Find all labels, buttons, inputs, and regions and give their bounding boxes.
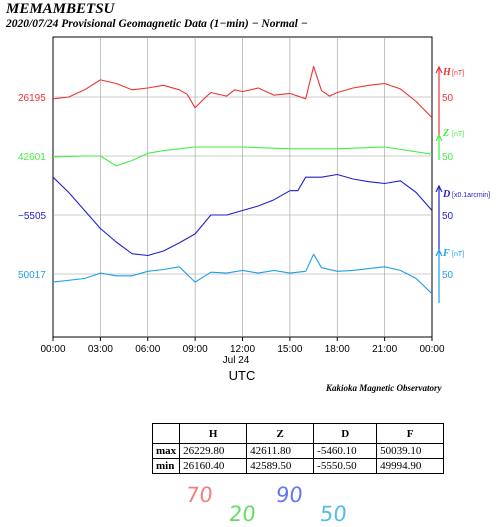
chart-subtitle: 2020/07/24 Provisional Geomagnetic Data …	[6, 18, 308, 30]
stats-header-f: F	[376, 423, 445, 444]
handwritten-20: 20	[227, 502, 257, 526]
scale-arrow-icon	[435, 133, 443, 142]
baseline-label-f: 50017	[18, 270, 46, 281]
date-label: Jul 24	[223, 355, 250, 366]
x-tick-label: 21:00	[372, 344, 397, 355]
series-unit-d: [x0.1arcmin]	[452, 192, 490, 199]
series-line-z	[52, 146, 433, 167]
x-tick-label: 03:00	[88, 344, 113, 355]
stats-cell: 50039.10	[376, 443, 445, 459]
x-axis: 00:00 03:00 06:00 09:00 12:00 15:00 18:00 21:00…	[40, 337, 445, 355]
scale-label-h: 50	[442, 93, 454, 104]
stats-cell: 42589.50	[246, 458, 315, 474]
stats-cell: 26160.40	[179, 458, 248, 474]
stats-row-min: min 26160.40 42589.50 -5550.50 49994.90	[151, 458, 445, 474]
series-name-d: D	[442, 189, 450, 200]
x-tick-label: 09:00	[183, 344, 208, 355]
traces	[52, 65, 433, 295]
x-tick-label: 00:00	[40, 344, 65, 355]
stats-cell: 49994.90	[376, 458, 445, 474]
series-unit-f: [nT]	[452, 251, 464, 258]
handwritten-50: 50	[318, 502, 348, 526]
stats-header-blank	[151, 423, 181, 444]
series-name-h: H	[442, 67, 452, 78]
right-scale-axis: H [nT]50Z [nT]50D [x0.1arcmin]50F [nT]50	[435, 65, 490, 303]
series-name-z: Z	[442, 128, 449, 139]
scale-label-d: 50	[442, 211, 454, 222]
x-axis-title: UTC	[229, 368, 256, 383]
series-line-h	[52, 65, 433, 119]
series-line-f	[52, 253, 433, 295]
stats-row-label: max	[151, 443, 181, 459]
x-tick-label: 18:00	[325, 344, 350, 355]
series-line-d	[52, 173, 433, 257]
baseline-label-h: 26195	[18, 93, 46, 104]
stats-cell: 26229.80	[179, 443, 248, 459]
stats-row-label: min	[151, 458, 181, 474]
geomagnetic-chart: 00:00 03:00 06:00 09:00 12:00 15:00 18:00 21:00…	[18, 36, 490, 383]
x-tick-label: 06:00	[135, 344, 160, 355]
stats-cell: 42611.80	[246, 443, 315, 459]
grid	[53, 37, 432, 337]
handwritten-90: 90	[274, 483, 304, 507]
stats-header-d: D	[313, 423, 378, 444]
baseline-label-z: 42601	[18, 152, 46, 163]
baseline-labels: 26195 42601 −5505 50017	[18, 93, 47, 281]
x-tick-label: 12:00	[230, 344, 255, 355]
series-unit-z: [nT]	[452, 131, 464, 138]
stats-table: H Z D F max 26229.80 42611.80 -5460.10 5…	[151, 423, 445, 474]
handwritten-70: 70	[184, 483, 214, 507]
stats-header-row: H Z D F	[151, 423, 445, 444]
scale-arrow-icon	[435, 65, 443, 74]
scale-label-f: 50	[442, 270, 454, 281]
scale-arrow-icon	[435, 248, 443, 257]
stats-cell: -5550.50	[313, 458, 378, 474]
scale-label-z: 50	[442, 152, 454, 163]
stats-cell: -5460.10	[313, 443, 378, 459]
scale-arrow-icon	[435, 184, 443, 193]
station-title: MEMAMBETSU	[6, 1, 115, 17]
stats-header-z: Z	[246, 423, 315, 444]
x-tick-label: 15:00	[277, 344, 302, 355]
series-unit-h: [nT]	[452, 70, 464, 77]
x-tick-label: 00:00	[419, 344, 444, 355]
stats-row-max: max 26229.80 42611.80 -5460.10 50039.10	[151, 443, 445, 459]
series-name-f: F	[442, 248, 450, 259]
observatory-credit: Kakioka Magnetic Observatory	[326, 383, 442, 393]
stats-header-h: H	[179, 423, 248, 444]
baseline-label-d: −5505	[18, 211, 47, 222]
